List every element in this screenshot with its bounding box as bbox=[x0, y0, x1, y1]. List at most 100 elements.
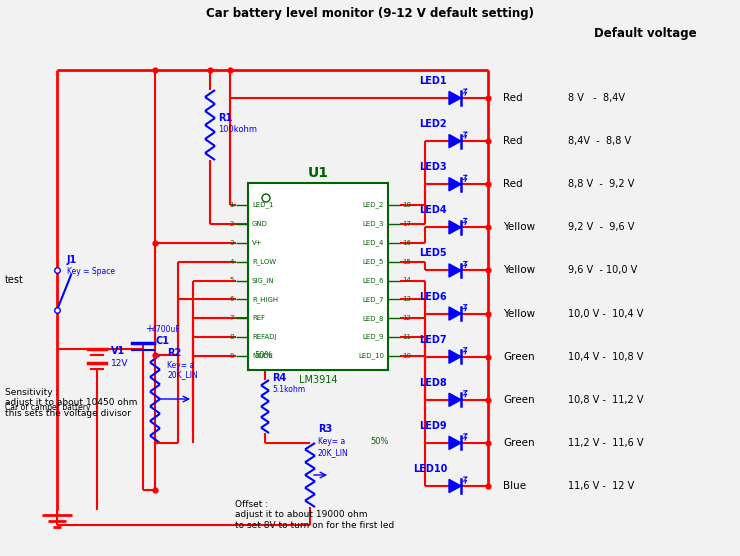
Text: Red: Red bbox=[503, 136, 522, 146]
Text: LED_5: LED_5 bbox=[363, 258, 384, 265]
Text: Red: Red bbox=[503, 179, 522, 189]
Circle shape bbox=[262, 194, 270, 202]
Polygon shape bbox=[449, 393, 461, 406]
Text: Car battery level monitor (9-12 V default setting): Car battery level monitor (9-12 V defaul… bbox=[206, 7, 534, 19]
Text: LED_4: LED_4 bbox=[363, 240, 384, 246]
Text: Sensitivity :
adjust it to about 10450 ohm
this sets the voltage divisor: Sensitivity : adjust it to about 10450 o… bbox=[5, 388, 138, 418]
Text: 1: 1 bbox=[229, 202, 234, 208]
Text: 10,4 V -  10,8 V: 10,4 V - 10,8 V bbox=[568, 351, 643, 361]
Text: Yellow: Yellow bbox=[503, 309, 535, 319]
Text: 12V: 12V bbox=[111, 359, 129, 368]
Text: Red: Red bbox=[503, 93, 522, 103]
Text: LED6: LED6 bbox=[420, 291, 447, 301]
Text: 10,0 V -  10,4 V: 10,0 V - 10,4 V bbox=[568, 309, 643, 319]
Bar bbox=[248, 183, 388, 370]
Polygon shape bbox=[449, 221, 461, 234]
Text: C1: C1 bbox=[156, 336, 170, 346]
Text: 4700uF: 4700uF bbox=[152, 325, 181, 334]
Text: 100kohm: 100kohm bbox=[218, 126, 257, 135]
Text: 6: 6 bbox=[229, 296, 234, 302]
Text: Green: Green bbox=[503, 438, 534, 448]
Text: 2: 2 bbox=[229, 221, 234, 227]
Text: LED2: LED2 bbox=[420, 119, 447, 129]
Text: 12: 12 bbox=[402, 315, 411, 321]
Text: 50%: 50% bbox=[370, 436, 388, 445]
Text: 50%: 50% bbox=[254, 350, 272, 360]
Text: 10,8 V -  11,2 V: 10,8 V - 11,2 V bbox=[568, 395, 644, 405]
Text: LED4: LED4 bbox=[420, 205, 447, 215]
Text: Default voltage: Default voltage bbox=[593, 27, 696, 39]
Polygon shape bbox=[449, 177, 461, 191]
Text: REF: REF bbox=[252, 315, 265, 321]
Text: LED_10: LED_10 bbox=[358, 353, 384, 359]
Text: SIG_IN: SIG_IN bbox=[252, 277, 275, 284]
Text: V+: V+ bbox=[252, 240, 263, 246]
Text: LED_8: LED_8 bbox=[363, 315, 384, 321]
Polygon shape bbox=[449, 479, 461, 493]
Polygon shape bbox=[449, 91, 461, 105]
Text: test: test bbox=[5, 275, 24, 285]
Text: 8,4V  -  8,8 V: 8,4V - 8,8 V bbox=[568, 136, 631, 146]
Text: R1: R1 bbox=[218, 113, 232, 123]
Text: 17: 17 bbox=[402, 221, 411, 227]
Text: R_HIGH: R_HIGH bbox=[252, 296, 278, 303]
Text: 10: 10 bbox=[402, 353, 411, 359]
Text: 11,2 V -  11,6 V: 11,2 V - 11,6 V bbox=[568, 438, 644, 448]
Text: 20K_LIN: 20K_LIN bbox=[167, 370, 198, 380]
Text: 9: 9 bbox=[229, 353, 234, 359]
Text: R_LOW: R_LOW bbox=[252, 258, 276, 265]
Text: LM3914: LM3914 bbox=[299, 375, 337, 385]
Polygon shape bbox=[449, 135, 461, 148]
Text: 7: 7 bbox=[229, 315, 234, 321]
Text: Green: Green bbox=[503, 351, 534, 361]
Text: Blue: Blue bbox=[503, 481, 526, 491]
Text: 16: 16 bbox=[402, 240, 411, 246]
Text: 11: 11 bbox=[402, 334, 411, 340]
Text: LED5: LED5 bbox=[420, 249, 447, 259]
Text: LED_2: LED_2 bbox=[363, 202, 384, 208]
Text: 14: 14 bbox=[402, 277, 411, 284]
Text: V1: V1 bbox=[111, 346, 125, 356]
Text: R4: R4 bbox=[272, 373, 286, 383]
Text: GND: GND bbox=[252, 221, 268, 227]
Text: 15: 15 bbox=[402, 259, 411, 265]
Polygon shape bbox=[449, 307, 461, 320]
Text: Key= a: Key= a bbox=[167, 360, 194, 370]
Text: 5: 5 bbox=[229, 277, 234, 284]
Text: 13: 13 bbox=[402, 296, 411, 302]
Text: 4: 4 bbox=[229, 259, 234, 265]
Text: LED9: LED9 bbox=[420, 421, 447, 431]
Text: R2: R2 bbox=[167, 348, 181, 358]
Text: LED_7: LED_7 bbox=[363, 296, 384, 303]
Polygon shape bbox=[449, 264, 461, 277]
Text: LED_6: LED_6 bbox=[363, 277, 384, 284]
Polygon shape bbox=[449, 350, 461, 363]
Text: 5.1kohm: 5.1kohm bbox=[272, 385, 305, 395]
Text: +: + bbox=[145, 324, 153, 334]
Text: LED_9: LED_9 bbox=[363, 334, 384, 340]
Polygon shape bbox=[449, 436, 461, 449]
Text: Offset :
adjust it to about 19000 ohm
to set 8V to turn on for the first led: Offset : adjust it to about 19000 ohm to… bbox=[235, 500, 394, 530]
Text: Car or camper battery: Car or camper battery bbox=[5, 403, 90, 411]
Text: 8: 8 bbox=[229, 334, 234, 340]
Text: U1: U1 bbox=[308, 166, 329, 180]
Text: LED_1: LED_1 bbox=[252, 202, 274, 208]
Text: Key= a: Key= a bbox=[318, 436, 346, 445]
Text: MODE: MODE bbox=[252, 353, 273, 359]
Text: R3: R3 bbox=[318, 424, 332, 434]
Text: 9,2 V  -  9,6 V: 9,2 V - 9,6 V bbox=[568, 222, 634, 232]
Text: LED3: LED3 bbox=[420, 162, 447, 172]
Text: LED10: LED10 bbox=[413, 464, 447, 474]
Text: REFADJ: REFADJ bbox=[252, 334, 277, 340]
Text: 3: 3 bbox=[229, 240, 234, 246]
Text: LED_3: LED_3 bbox=[363, 221, 384, 227]
Text: 18: 18 bbox=[402, 202, 411, 208]
Text: 11,6 V -  12 V: 11,6 V - 12 V bbox=[568, 481, 634, 491]
Text: LED8: LED8 bbox=[420, 378, 447, 388]
Text: Yellow: Yellow bbox=[503, 222, 535, 232]
Text: Key = Space: Key = Space bbox=[67, 267, 115, 276]
Text: 20K_LIN: 20K_LIN bbox=[318, 449, 349, 458]
Text: LED7: LED7 bbox=[420, 335, 447, 345]
Text: LED1: LED1 bbox=[420, 76, 447, 86]
Text: 8 V   -  8,4V: 8 V - 8,4V bbox=[568, 93, 625, 103]
